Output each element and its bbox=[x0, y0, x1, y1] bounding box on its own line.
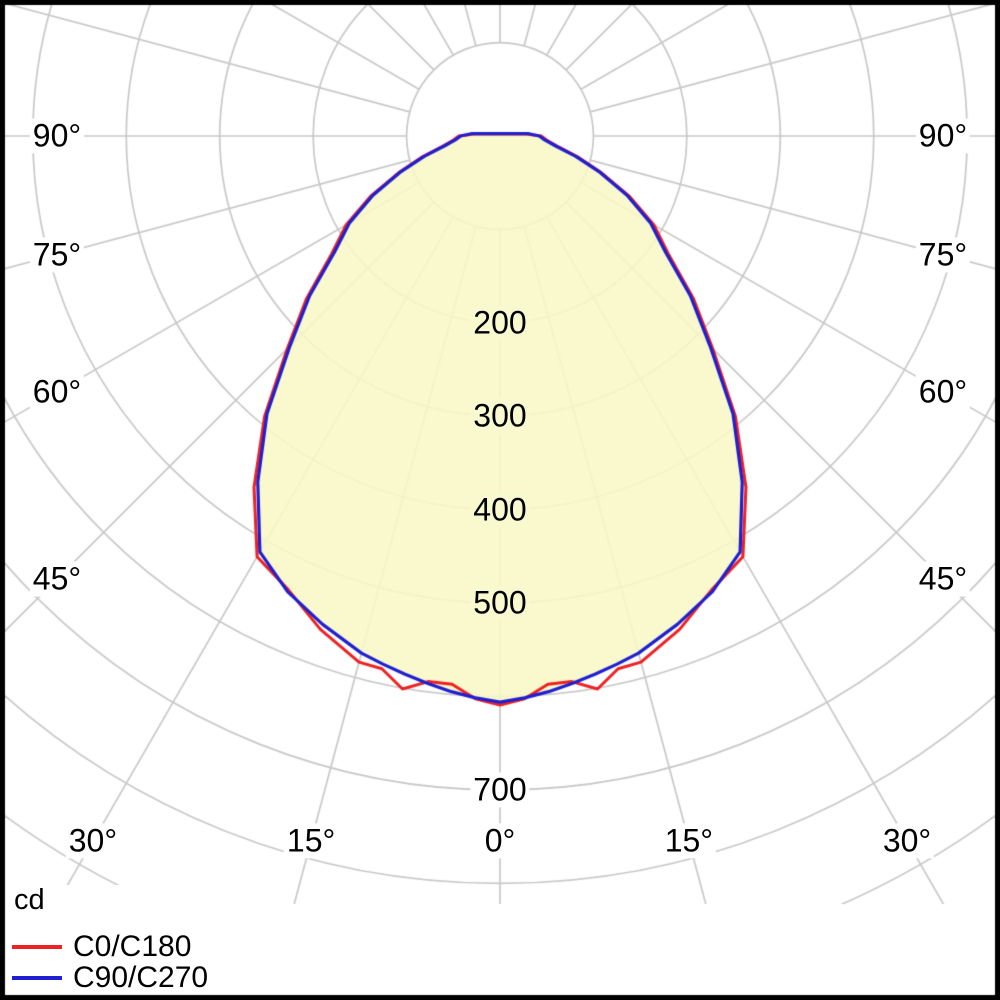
angle-label-0: 0° bbox=[481, 823, 519, 859]
legend-item-c0-c180: C0/C180 bbox=[12, 931, 208, 962]
ring-label-700: 700 bbox=[470, 772, 530, 808]
angle-label-90-right: 90° bbox=[915, 118, 971, 154]
angle-label-30-left: 30° bbox=[65, 823, 121, 859]
ring-label-400: 400 bbox=[470, 491, 530, 528]
angle-label-15-right: 15° bbox=[661, 823, 717, 859]
legend-red-line-icon bbox=[12, 944, 62, 949]
angle-label-60-left: 60° bbox=[29, 373, 85, 410]
angle-label-15-left: 15° bbox=[283, 823, 339, 859]
legend-blue-line-icon bbox=[12, 975, 62, 980]
ring-label-200: 200 bbox=[470, 305, 530, 341]
ring-label-500: 500 bbox=[470, 585, 530, 621]
angle-label-30-right: 30° bbox=[879, 823, 935, 859]
legend-label-c0-c180: C0/C180 bbox=[73, 930, 192, 963]
angle-label-75-right: 75° bbox=[915, 236, 971, 273]
angle-label-90-left: 90° bbox=[29, 118, 85, 154]
legend-item-c90-c270: C90/C270 bbox=[12, 962, 208, 993]
unit-label: cd bbox=[14, 884, 45, 916]
legend-label-c90-c270: C90/C270 bbox=[73, 961, 209, 994]
ring-label-300: 300 bbox=[470, 398, 530, 434]
angle-label-60-right: 60° bbox=[915, 373, 971, 410]
legend: cd C0/C180 C90/C270 bbox=[12, 884, 217, 993]
angle-label-45-right: 45° bbox=[915, 561, 971, 597]
angle-label-45-left: 45° bbox=[29, 561, 85, 597]
angle-label-75-left: 75° bbox=[29, 236, 85, 273]
